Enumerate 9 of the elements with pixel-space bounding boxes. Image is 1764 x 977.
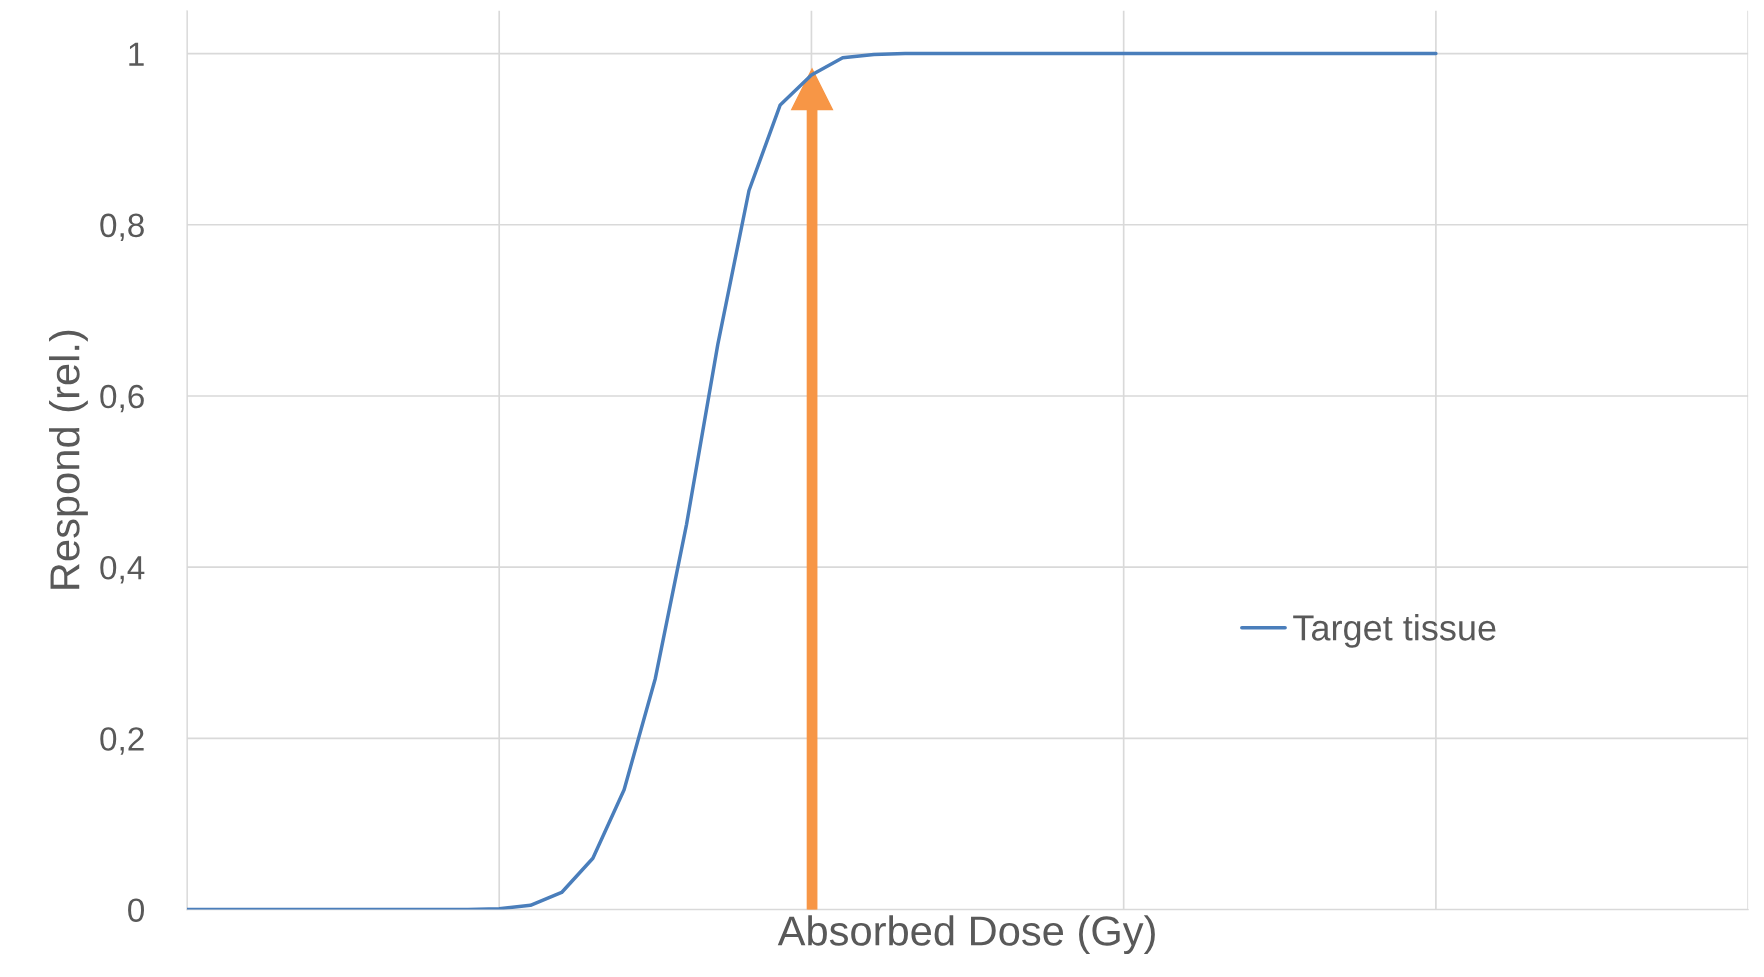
y-tick-label: 0: [128, 898, 145, 922]
y-tick-label: 1: [129, 42, 144, 66]
y-tick-label: 0,2: [100, 727, 144, 755]
y-tick-label: 0,8: [100, 213, 144, 242]
x-axis-title: Absorbed Dose (Gy): [777, 915, 1155, 954]
y-tick-label: 0,4: [100, 555, 145, 584]
y-tick-label: 0,6: [100, 384, 144, 413]
legend-label: Target tissue: [1293, 614, 1496, 648]
y-axis-title: Respond (rel.): [49, 330, 88, 589]
